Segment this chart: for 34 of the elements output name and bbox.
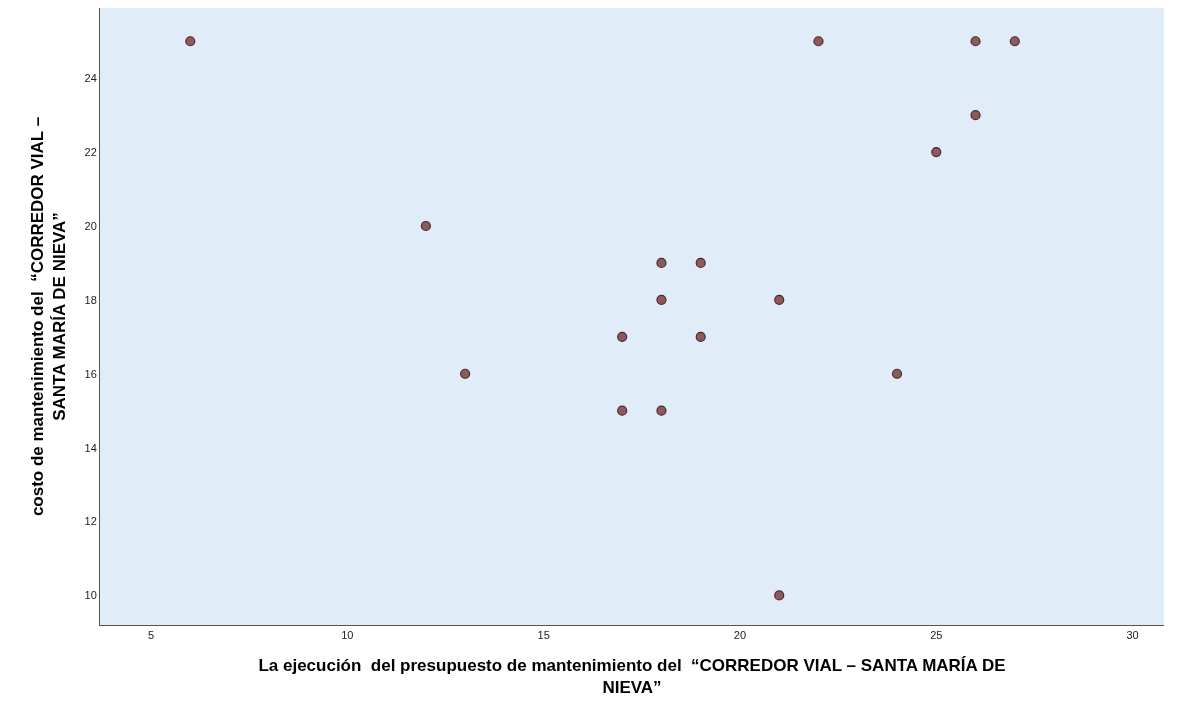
x-tick-label: 30 <box>1126 629 1139 642</box>
point <box>774 590 785 601</box>
y-tick-label: 14 <box>84 441 97 454</box>
y-tick-label: 18 <box>84 293 97 306</box>
point <box>695 257 706 269</box>
x-tick-label: 5 <box>147 629 155 642</box>
y-tick-label: 22 <box>84 145 97 158</box>
point <box>970 110 981 121</box>
point <box>774 294 785 305</box>
point <box>617 405 628 416</box>
x-tick-label: 20 <box>733 629 747 642</box>
point <box>813 36 824 47</box>
y-tick-label: 16 <box>84 367 97 380</box>
x-tick-label: 10 <box>341 629 354 642</box>
x-tick-label: 15 <box>537 629 550 642</box>
y-tick-label: 10 <box>84 589 97 602</box>
x-tick-label: 25 <box>930 629 943 642</box>
y-tick-label: 24 <box>84 72 97 85</box>
point <box>460 368 471 379</box>
point <box>970 36 981 47</box>
point <box>891 368 903 379</box>
point <box>695 331 706 342</box>
y-tick-label: 12 <box>84 515 97 528</box>
y-tick-label: 20 <box>84 219 97 232</box>
point <box>931 146 942 158</box>
point <box>420 220 431 232</box>
x-axis-title: La ejecución del presupuesto de mantenimiento del “CORREDOR VIAL – SANTA MARÍA DE NIEVA” <box>258 655 1006 697</box>
point <box>617 331 628 342</box>
point <box>185 36 196 47</box>
point <box>656 405 667 416</box>
point <box>656 294 667 305</box>
point <box>656 257 667 269</box>
point <box>1009 36 1020 47</box>
y-axis-title: costo de mantenimiento del “CORREDOR VIAL – SANTA MARÍA DE NIEVA” <box>28 116 70 517</box>
